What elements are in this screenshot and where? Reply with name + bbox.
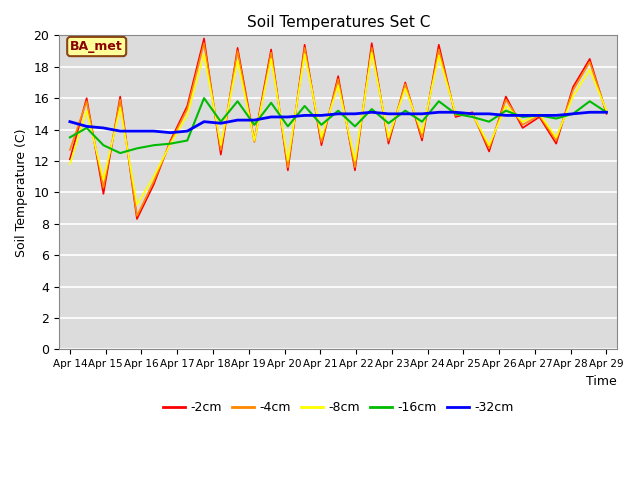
Y-axis label: Soil Temperature (C): Soil Temperature (C) (15, 128, 28, 257)
Legend: -2cm, -4cm, -8cm, -16cm, -32cm: -2cm, -4cm, -8cm, -16cm, -32cm (157, 396, 518, 420)
Text: BA_met: BA_met (70, 40, 123, 53)
Title: Soil Temperatures Set C: Soil Temperatures Set C (246, 15, 430, 30)
X-axis label: Time: Time (586, 374, 617, 387)
